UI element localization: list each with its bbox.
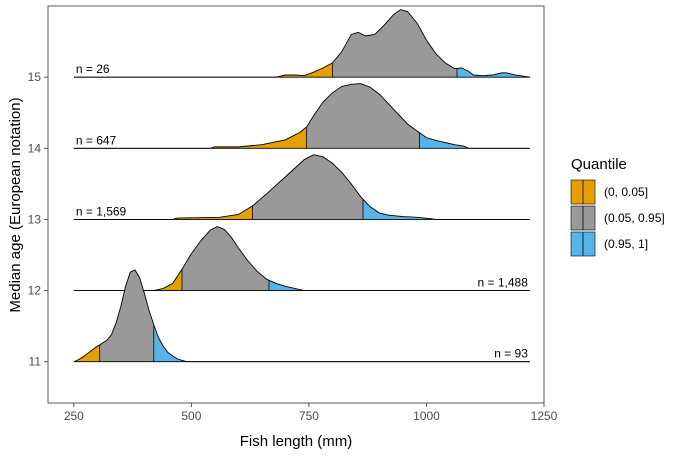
ridge-quantile-high	[419, 132, 530, 149]
ridges-layer: n = 26 n = 647 n = 1,569 n = 1,488 n = 93	[73, 9, 530, 363]
ridge-quantile-mid	[306, 83, 420, 149]
x-tick-label: 1250	[531, 409, 558, 423]
sample-size-label: n = 26	[76, 62, 110, 76]
ridge-quantile-high	[363, 199, 530, 220]
x-tick-label: 1000	[413, 409, 440, 423]
x-tick-label: 500	[181, 409, 201, 423]
y-tick-label: 14	[28, 141, 42, 155]
x-axis-title: Fish length (mm)	[240, 433, 353, 450]
sample-size-label: n = 1,569	[76, 204, 127, 218]
ridge-outline	[73, 83, 530, 149]
ridge-age-14: n = 647	[73, 83, 530, 149]
ridge-age-12: n = 1,488	[73, 226, 530, 292]
ridge-quantile-low	[73, 205, 253, 220]
ridge-outline	[73, 9, 530, 78]
x-tick-label: 250	[64, 409, 84, 423]
ridge-outline	[73, 226, 530, 292]
y-axis-title: Median age (European notation)	[7, 97, 24, 312]
ridge-quantile-high	[268, 280, 530, 291]
ridge-quantile-low	[73, 269, 182, 291]
legend-item: (0, 0.05]	[570, 179, 648, 205]
ridge-outline	[73, 154, 530, 220]
ridge-age-11: n = 93	[73, 269, 530, 363]
ridge-quantile-low	[73, 344, 100, 362]
ridge-outline	[73, 269, 530, 363]
y-tick-label: 11	[29, 355, 42, 369]
ridge-quantile-low	[73, 62, 333, 78]
ridge-quantile-low	[73, 126, 307, 149]
ridge-age-15: n = 26	[73, 9, 530, 78]
ridge-quantile-mid	[99, 269, 154, 362]
ridge-quantile-high	[457, 67, 530, 78]
legend-item: (0.05, 0.95]	[570, 205, 665, 231]
y-tick-label: 12	[28, 284, 42, 298]
legend-label-high: (0.95, 1]	[604, 237, 648, 251]
sample-size-label: n = 647	[76, 133, 117, 147]
ridge-age-13: n = 1,569	[73, 154, 530, 220]
legend-label-low: (0, 0.05]	[604, 185, 648, 199]
ridge-quantile-mid	[332, 9, 458, 78]
legend: Quantile (0, 0.05] (0.05, 0.95] (0.95, 1…	[570, 156, 665, 257]
y-tick-label: 15	[28, 70, 42, 84]
axes-layer: 250 500 750 1000 1250 11 12 13 14 15	[28, 70, 558, 423]
y-tick-label: 13	[28, 212, 42, 226]
legend-title: Quantile	[571, 156, 627, 173]
sample-size-label: n = 1,488	[478, 276, 529, 290]
x-tick-label: 750	[299, 409, 319, 423]
ridge-quantile-mid	[181, 226, 269, 291]
legend-label-mid: (0.05, 0.95]	[604, 211, 665, 225]
sample-size-label: n = 93	[494, 347, 528, 361]
ridge-quantile-mid	[252, 154, 363, 220]
legend-item: (0.95, 1]	[570, 231, 648, 257]
